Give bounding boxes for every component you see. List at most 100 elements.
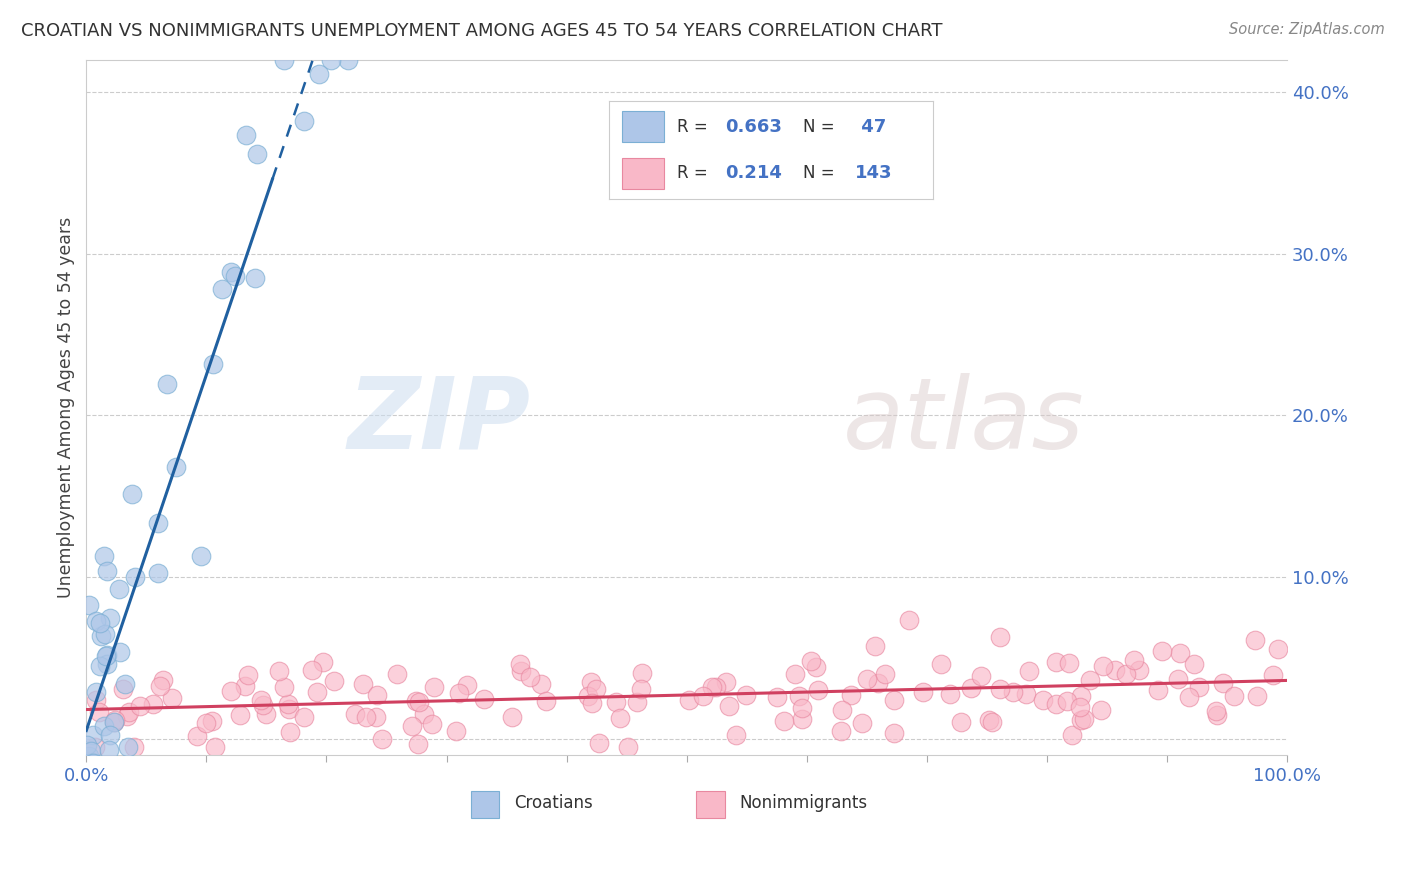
Point: [190, 549, 212, 563]
Point: [229, 707, 252, 722]
Point: [785, 667, 807, 681]
Point: [1188, 680, 1211, 694]
Point: [534, 693, 557, 707]
Point: [626, 695, 648, 709]
Point: [1059, 656, 1081, 670]
Point: [1206, 707, 1229, 722]
Point: [735, 688, 758, 702]
Point: [1014, 688, 1036, 702]
Point: [804, 660, 827, 674]
Point: [1246, 689, 1268, 703]
Point: [609, 710, 631, 724]
Point: [254, 706, 277, 721]
Text: Source: ZipAtlas.com: Source: ZipAtlas.com: [1229, 22, 1385, 37]
Point: [988, 682, 1011, 697]
Point: [118, 705, 141, 719]
Point: [1056, 693, 1078, 707]
Point: [83, 756, 105, 770]
Point: [273, 53, 295, 67]
Point: [366, 710, 388, 724]
Point: [312, 655, 335, 669]
Point: [1073, 712, 1095, 726]
Point: [93, 719, 115, 733]
Point: [790, 701, 813, 715]
Point: [211, 282, 233, 296]
Point: [98, 728, 121, 742]
Point: [103, 714, 125, 729]
Point: [911, 685, 934, 699]
Point: [1123, 653, 1146, 667]
Point: [576, 689, 599, 703]
Point: [219, 265, 242, 279]
Point: [420, 717, 443, 731]
Point: [77, 598, 100, 612]
Point: [883, 693, 905, 707]
Point: [807, 683, 830, 698]
Point: [988, 631, 1011, 645]
Point: [1146, 682, 1168, 697]
Point: [960, 681, 983, 696]
Point: [129, 698, 152, 713]
Point: [308, 67, 330, 81]
Point: [585, 682, 607, 697]
Point: [1045, 697, 1067, 711]
Point: [1267, 642, 1289, 657]
Point: [152, 673, 174, 687]
Point: [96, 657, 118, 672]
Point: [1045, 656, 1067, 670]
Point: [301, 663, 323, 677]
Point: [725, 728, 748, 742]
Point: [148, 516, 170, 531]
Point: [772, 714, 794, 728]
Point: [336, 53, 359, 67]
Point: [121, 487, 143, 501]
Point: [617, 739, 640, 754]
Point: [765, 690, 787, 704]
Point: [243, 271, 266, 285]
Point: [94, 627, 117, 641]
Point: [84, 692, 107, 706]
Point: [979, 713, 1001, 727]
Point: [851, 716, 873, 731]
Point: [165, 459, 187, 474]
Point: [235, 128, 257, 142]
Point: [509, 664, 531, 678]
Point: [1128, 663, 1150, 677]
Point: [273, 681, 295, 695]
Point: [1070, 689, 1092, 703]
Point: [201, 357, 224, 371]
Point: [949, 714, 972, 729]
Point: [692, 689, 714, 703]
Point: [292, 710, 315, 724]
Point: [1001, 684, 1024, 698]
Point: [830, 724, 852, 739]
Point: [1205, 704, 1227, 718]
Point: [456, 678, 478, 692]
Point: [897, 613, 920, 627]
Point: [1032, 693, 1054, 707]
Point: [1115, 666, 1137, 681]
Point: [267, 664, 290, 678]
Point: [235, 679, 257, 693]
Point: [115, 708, 138, 723]
Point: [408, 695, 430, 709]
Point: [292, 113, 315, 128]
Point: [108, 582, 131, 596]
Point: [406, 738, 429, 752]
Point: [278, 725, 301, 739]
Text: CROATIAN VS NONIMMIGRANTS UNEMPLOYMENT AMONG AGES 45 TO 54 YEARS CORRELATION CHA: CROATIAN VS NONIMMIGRANTS UNEMPLOYMENT A…: [21, 22, 942, 40]
Point: [1263, 667, 1285, 681]
Point: [96, 648, 118, 662]
Point: [714, 675, 737, 690]
Point: [307, 685, 329, 699]
Point: [124, 569, 146, 583]
Point: [82, 756, 104, 770]
Point: [354, 710, 377, 724]
Point: [219, 683, 242, 698]
Point: [787, 690, 810, 704]
Point: [1069, 700, 1091, 714]
Point: [204, 739, 226, 754]
Point: [405, 693, 427, 707]
Point: [93, 549, 115, 563]
Point: [110, 645, 132, 659]
